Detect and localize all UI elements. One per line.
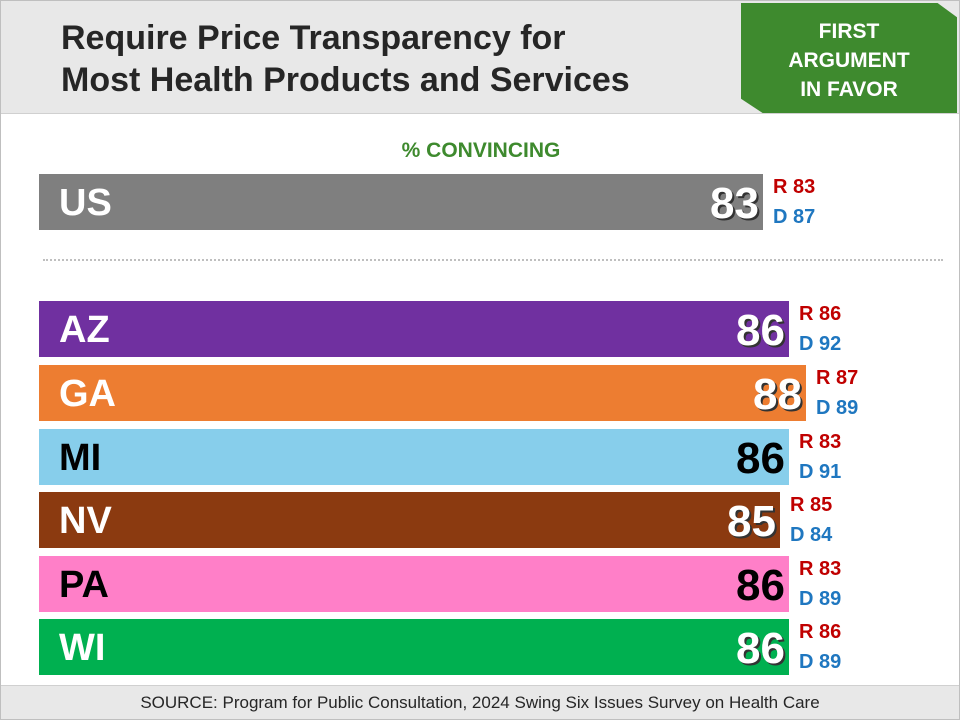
badge-line-1: FIRST xyxy=(818,20,880,43)
democrat-value-pa: D 89 xyxy=(799,588,842,610)
bar-mi: MI 86 xyxy=(39,429,789,485)
bar-label-nv: NV xyxy=(59,500,112,542)
title-line-1: Require Price Transparency for xyxy=(61,19,566,57)
democrat-value-ga: D 89 xyxy=(816,397,859,419)
republican-value-az: R 86 xyxy=(799,303,842,325)
bar-wi: WI 86 xyxy=(39,619,789,675)
republican-value-pa: R 83 xyxy=(799,558,842,580)
partisan-values-pa: R 83 D 89 xyxy=(799,554,841,614)
bar-label-az: AZ xyxy=(59,309,110,351)
republican-value-us: R 83 xyxy=(773,176,816,198)
partisan-values-mi: R 83 D 91 xyxy=(799,427,841,487)
bar-us: US 83 xyxy=(39,174,763,230)
democrat-value-mi: D 91 xyxy=(799,461,842,483)
header: Require Price Transparency for Most Heal… xyxy=(1,1,959,114)
bar-value-us: 83 xyxy=(710,179,759,228)
badge-line-2: ARGUMENT xyxy=(788,49,910,72)
republican-value-ga: R 87 xyxy=(816,367,859,389)
divider xyxy=(43,259,943,261)
democrat-value-us: D 87 xyxy=(773,206,816,228)
bar-az: AZ 86 xyxy=(39,301,789,357)
partisan-values-us: R 83 D 87 xyxy=(773,172,815,232)
bar-pa: PA 86 xyxy=(39,556,789,612)
republican-value-mi: R 83 xyxy=(799,431,842,453)
bar-value-nv: 85 xyxy=(727,497,776,546)
bar-value-mi: 86 xyxy=(736,434,785,483)
democrat-value-az: D 92 xyxy=(799,333,842,355)
bar-label-wi: WI xyxy=(59,627,106,669)
democrat-value-wi: D 89 xyxy=(799,651,842,673)
bar-label-ga: GA xyxy=(59,373,116,415)
bar-value-ga: 88 xyxy=(753,370,802,419)
badge-line-3: IN FAVOR xyxy=(800,78,898,101)
title-line-2: Most Health Products and Services xyxy=(61,61,630,99)
republican-value-nv: R 85 xyxy=(790,494,833,516)
partisan-values-az: R 86 D 92 xyxy=(799,299,841,359)
democrat-value-nv: D 84 xyxy=(790,524,833,546)
source-footer: SOURCE: Program for Public Consultation,… xyxy=(1,685,959,719)
bar-value-pa: 86 xyxy=(736,561,785,610)
partisan-values-nv: R 85 D 84 xyxy=(790,490,832,550)
partisan-values-wi: R 86 D 89 xyxy=(799,617,841,677)
bar-nv: NV 85 xyxy=(39,492,780,548)
chart-subtitle: % CONVINCING xyxy=(401,139,561,162)
bar-ga: GA 88 xyxy=(39,365,806,421)
bar-value-wi: 86 xyxy=(736,624,785,673)
bar-label-us: US xyxy=(59,182,112,224)
bar-value-az: 86 xyxy=(736,306,785,355)
bar-label-pa: PA xyxy=(59,564,109,606)
republican-value-wi: R 86 xyxy=(799,621,842,643)
argument-badge: FIRST ARGUMENT IN FAVOR xyxy=(741,3,957,113)
bar-label-mi: MI xyxy=(59,437,102,479)
chart-title: Require Price Transparency for Most Heal… xyxy=(61,17,721,101)
partisan-values-ga: R 87 D 89 xyxy=(816,363,858,423)
